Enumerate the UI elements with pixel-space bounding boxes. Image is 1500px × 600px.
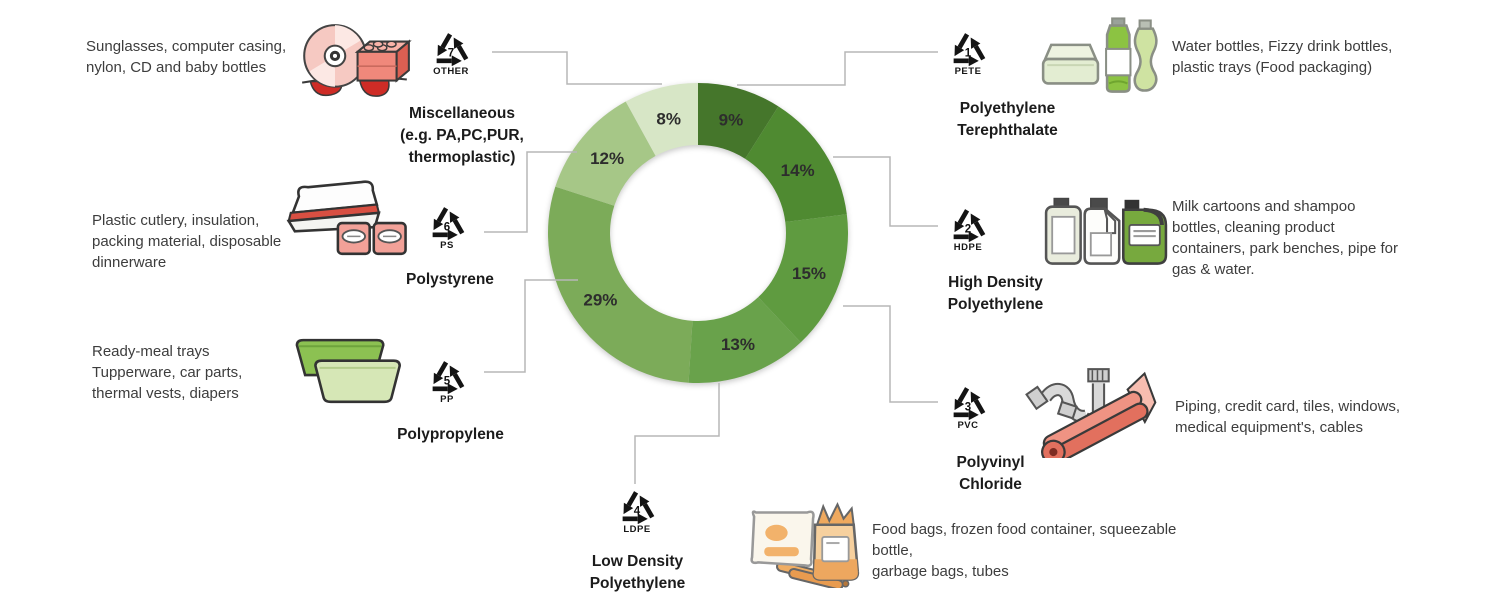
- resin-number: 5: [444, 376, 451, 388]
- resin-number: 1: [965, 48, 972, 60]
- resin-number: 4: [634, 506, 641, 518]
- donut-segment-PETE: [698, 83, 779, 159]
- leader-lines: [484, 51, 938, 484]
- donut-segment-PS: [555, 101, 656, 206]
- products-description-ps: Plastic cutlery, insulation, packing mate…: [92, 212, 282, 271]
- resin-acronym: PP: [440, 394, 454, 405]
- plastic-bags-icon: [748, 494, 870, 593]
- recycling-arrows-icon: 5: [424, 352, 470, 394]
- donut-segment-LDPE: [688, 297, 801, 383]
- resin-acronym: PS: [440, 240, 454, 251]
- donut-label-PVC: 15%: [792, 264, 826, 283]
- resin-number: 6: [444, 222, 450, 234]
- donut-segment-PP: [548, 186, 693, 383]
- donut-segment-PVC: [758, 214, 848, 343]
- recycling-arrows-icon: 7: [428, 24, 474, 66]
- donut-label-OTHER: 8%: [656, 110, 681, 129]
- donut-label-PS: 12%: [590, 149, 624, 168]
- resin-code-7: 7 OTHER: [428, 24, 474, 77]
- resin-code-6: 6 PS: [424, 198, 470, 251]
- pipes-icon: [1025, 366, 1173, 465]
- jugs-icon: [1040, 188, 1170, 273]
- products-description-hdpe: Milk cartoons and shampoo bottles, cleani…: [1172, 198, 1398, 278]
- cd-brick-sunglasses-icon: [296, 16, 414, 107]
- donut-label-HDPE: 14%: [781, 161, 815, 180]
- resin-code-1: 1 PETE: [945, 24, 991, 77]
- products-description-pvc: Piping, credit card, tiles, windows, medi…: [1175, 398, 1401, 436]
- leader-ps: [484, 151, 577, 233]
- resin-code-5: 5 PP: [424, 352, 470, 405]
- resin-acronym: LDPE: [623, 524, 651, 535]
- recycling-arrows-icon: 3: [945, 378, 991, 420]
- resin-code-2: 2 HDPE: [945, 200, 991, 253]
- donut-segment-HDPE: [745, 106, 847, 222]
- food-trays-icon: [270, 336, 404, 415]
- donut-segment-OTHER: [625, 83, 698, 156]
- resin-acronym: PETE: [954, 66, 982, 77]
- leader-pete: [737, 51, 938, 86]
- recycling-arrows-icon: 4: [614, 482, 660, 524]
- section-title-ps: Polystyrene: [406, 271, 494, 288]
- leader-other: [492, 51, 662, 85]
- resin-number: 7: [448, 48, 454, 60]
- resin-acronym: OTHER: [433, 66, 469, 77]
- section-title-pvc: Polyvinyl Chloride: [956, 454, 1025, 493]
- resin-code-4: 4 LDPE: [614, 482, 660, 535]
- products-description-pete: Water bottles, Fizzy drink bottles, plast…: [1172, 38, 1393, 76]
- section-title-other: Miscellaneous (e.g. PA,PC,PUR, thermoplast…: [400, 105, 524, 166]
- section-title-hdpe: High Density Polyethylene: [947, 274, 1044, 313]
- products-description-other: Sunglasses, computer casing, nylon, CD an…: [86, 38, 287, 76]
- resin-acronym: PVC: [957, 420, 979, 431]
- donut-label-PP: 29%: [583, 290, 617, 309]
- leader-pp: [484, 279, 578, 373]
- leader-pvc: [843, 305, 938, 403]
- resin-number: 2: [965, 224, 971, 236]
- recycling-arrows-icon: 1: [945, 24, 991, 66]
- recycling-arrows-icon: 2: [945, 200, 991, 242]
- products-description-pp: Ready-meal trays Tupperware, car parts, th…: [92, 343, 243, 402]
- donut-segments: 9% 14% 15% 13% 29% 12% 8%: [548, 83, 848, 383]
- donut-label-PETE: 9%: [719, 111, 744, 130]
- section-title-pp: Polypropylene: [397, 426, 504, 443]
- resin-code-3: 3 PVC: [945, 378, 991, 431]
- resin-number: 3: [965, 402, 971, 414]
- leader-hdpe: [833, 156, 938, 227]
- bottles-and-tray-icon: [1035, 12, 1167, 103]
- donut-label-LDPE: 13%: [721, 335, 755, 354]
- recycling-arrows-icon: 6: [424, 198, 470, 240]
- takeout-box-and-cups-icon: [276, 180, 408, 267]
- leader-ldpe: [634, 383, 720, 484]
- section-title-ldpe: Low Density Polyethylene: [589, 553, 686, 592]
- products-description-ldpe: Food bags, frozen food container, squeez…: [872, 521, 1177, 580]
- resin-acronym: HDPE: [953, 242, 983, 253]
- section-title-pete: Polyethylene Terephthalate: [957, 100, 1058, 139]
